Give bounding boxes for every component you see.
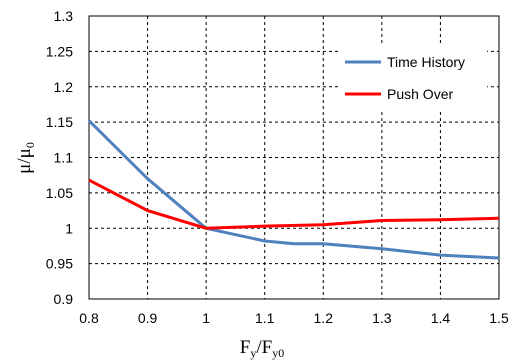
legend-label-time-history: Time History: [387, 54, 465, 70]
x-tick-label: 1.1: [255, 310, 275, 326]
legend: Time History Push Over: [339, 45, 487, 109]
x-tick-label: 1.2: [314, 310, 334, 326]
x-axis-label-sub: y: [250, 346, 256, 360]
x-tick-label: 1.5: [489, 310, 509, 326]
x-axis-label-slash: /F: [256, 337, 272, 358]
series-layer: [87, 119, 500, 260]
x-axis-label-sub2: y0: [272, 346, 284, 360]
grid: [89, 16, 499, 299]
y-tick-label: 1.1: [54, 150, 74, 166]
series-line-push-over: [88, 178, 500, 230]
x-tick-label: 1.4: [431, 310, 451, 326]
y-tick-label: 1.05: [46, 185, 73, 201]
legend-background: [339, 45, 487, 109]
x-tick-label: 0.8: [79, 310, 99, 326]
y-axis-label-sub: 0: [23, 142, 37, 148]
series-line-time-history: [87, 119, 500, 260]
tick-labels: 0.8 0.9 1 1.1 1.2 1.3 1.4 1.5 0.9 0.95 1 1.05 1.1 1.1…: [46, 8, 509, 326]
x-tick-label: 1.3: [372, 310, 392, 326]
y-axis-label-main: μ/μ: [14, 148, 35, 174]
plot-area: [88, 15, 500, 300]
x-tick-label: 0.9: [138, 310, 158, 326]
x-axis-label: Fy/Fy0: [240, 337, 284, 360]
x-axis-label-main: F: [240, 337, 251, 358]
y-tick-label: 1.25: [46, 43, 73, 59]
y-tick-label: 1.15: [46, 114, 73, 130]
y-tick-label: 1.2: [54, 79, 74, 95]
y-tick-label: 1: [65, 220, 73, 236]
legend-label-push-over: Push Over: [387, 86, 453, 102]
y-axis-label: μ/μ0: [14, 142, 37, 174]
y-tick-label: 0.95: [46, 256, 73, 272]
y-tick-label: 0.9: [54, 291, 74, 307]
y-tick-label: 1.3: [54, 8, 74, 24]
x-tick-label: 1: [202, 310, 210, 326]
